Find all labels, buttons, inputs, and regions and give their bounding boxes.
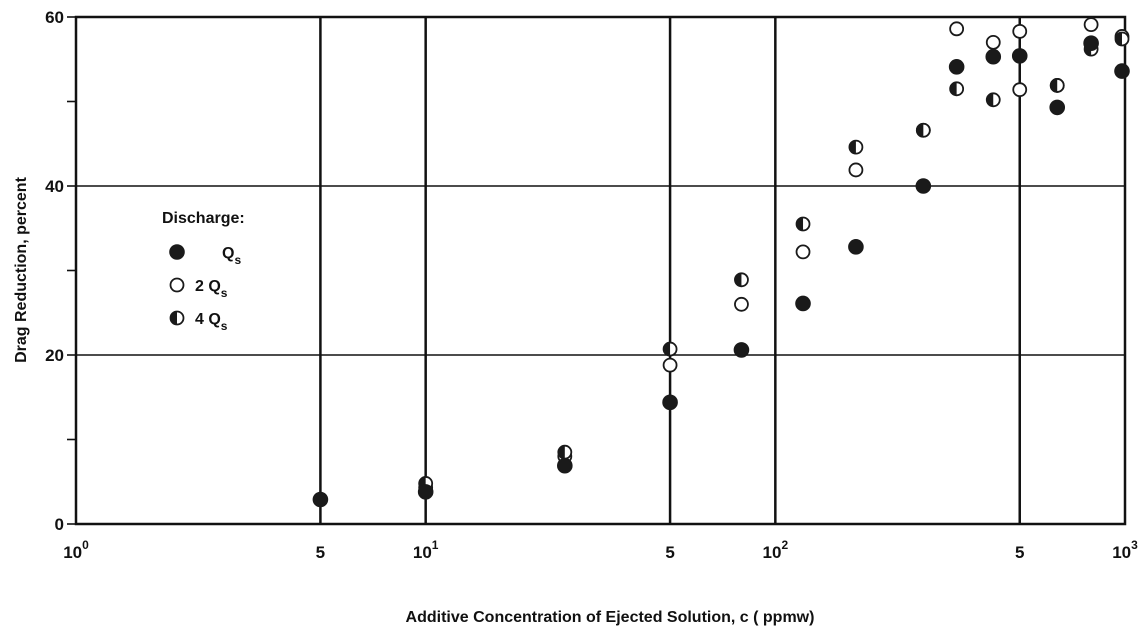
data-point-filled — [848, 239, 864, 255]
data-point-half — [915, 122, 931, 138]
legend-entry: 2 Qs — [169, 277, 228, 300]
data-point-filled — [985, 48, 1002, 65]
y-axis-title: Drag Reduction, percent — [13, 176, 30, 362]
data-point-open — [662, 357, 678, 373]
x-tick-label: 5 — [665, 543, 674, 562]
data-point-open — [795, 244, 811, 260]
data-point-half — [1114, 31, 1130, 47]
data-point-filled — [1049, 99, 1066, 116]
legend-label: 2 Qs — [195, 278, 228, 300]
x-tick-label: 5 — [1015, 543, 1024, 562]
data-point-open — [985, 34, 1001, 50]
data-point-filled — [557, 457, 573, 474]
data-point-filled — [662, 394, 678, 411]
legend-entry: Qs — [169, 244, 241, 267]
data-point-half — [1049, 78, 1065, 93]
data-points — [312, 17, 1130, 508]
data-point-half — [985, 92, 1001, 108]
data-point-open — [1083, 17, 1099, 33]
data-point-half — [848, 139, 864, 155]
data-point-half — [734, 272, 749, 288]
data-point-filled — [1114, 63, 1130, 79]
x-tick-label: 102 — [763, 538, 789, 562]
x-tick-label: 5 — [316, 543, 325, 562]
data-point-filled — [733, 342, 750, 358]
legend-title: Discharge: — [162, 210, 245, 227]
x-axis-title: Additive Concentration of Ejected Soluti… — [406, 609, 815, 626]
y-tick-label: 20 — [45, 346, 64, 365]
x-axis-ticks: 100 5 101 5 102 5 103 — [63, 538, 1138, 562]
grid-lines — [76, 17, 1125, 524]
data-point-half — [795, 216, 811, 232]
x-tick-label: 103 — [1112, 538, 1138, 562]
y-axis-ticks: 0 20 40 60 — [45, 8, 76, 534]
data-point-half — [662, 341, 678, 357]
data-point-filled — [915, 178, 932, 194]
data-point-open — [1012, 82, 1028, 98]
data-point-open — [1012, 23, 1028, 39]
x-tick-label: 101 — [413, 538, 439, 562]
legend-label: Qs — [222, 245, 241, 267]
data-point-open — [949, 21, 965, 37]
legend-marker-filled — [169, 244, 185, 260]
data-point-open — [734, 296, 749, 312]
x-tick-label: 100 — [63, 538, 89, 562]
data-point-half — [557, 444, 573, 460]
data-point-half — [949, 81, 965, 97]
data-point-filled — [312, 491, 329, 508]
data-point-filled — [417, 484, 434, 500]
data-point-filled — [795, 295, 811, 312]
data-point-open — [848, 162, 864, 178]
legend: Discharge: Qs 2 Qs 4 Qs — [162, 210, 245, 333]
data-point-filled — [1083, 35, 1099, 51]
y-tick-label: 40 — [45, 177, 64, 196]
legend-marker-half — [169, 310, 185, 326]
data-point-filled — [1011, 48, 1028, 64]
data-point-filled — [948, 59, 965, 75]
legend-label: 4 Qs — [195, 311, 228, 333]
legend-marker-open — [169, 277, 185, 293]
legend-entry: 4 Qs — [169, 310, 228, 333]
y-tick-label: 60 — [45, 8, 64, 27]
y-tick-label: 0 — [55, 515, 64, 534]
plot-frame — [74, 15, 1127, 526]
